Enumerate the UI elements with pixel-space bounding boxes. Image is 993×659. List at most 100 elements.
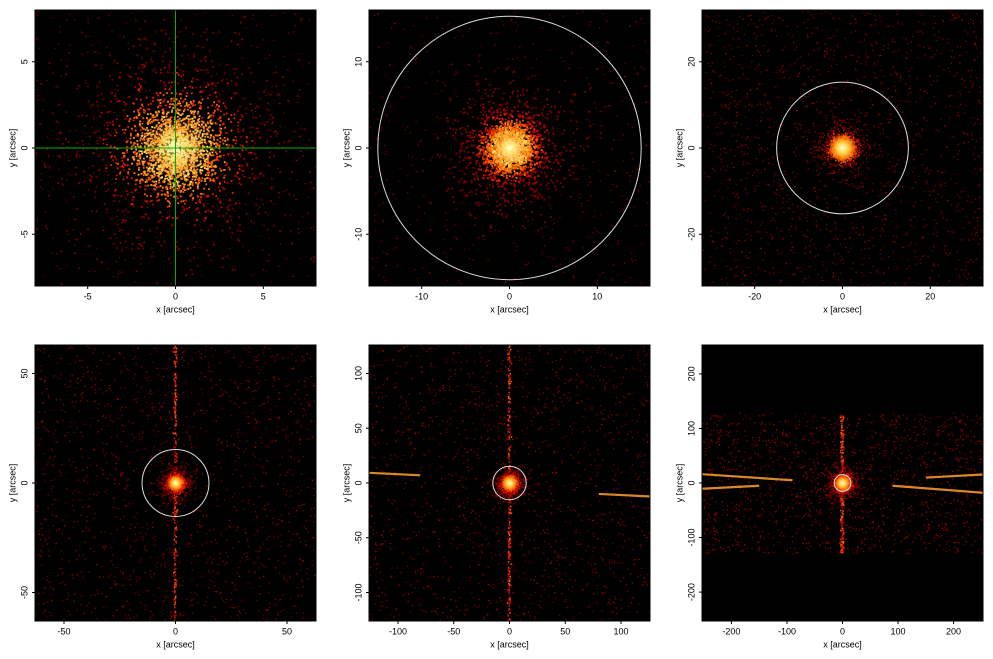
pixel: [111, 120, 114, 123]
pixel: [127, 171, 130, 174]
pixel: [143, 241, 146, 244]
pixel: [301, 215, 304, 218]
pixel: [468, 64, 470, 66]
pixel: [176, 35, 179, 38]
pixel: [531, 154, 534, 157]
pixel: [298, 157, 300, 160]
pixel: [392, 193, 394, 195]
pixel: [223, 157, 225, 159]
pixel: [515, 123, 518, 126]
pixel: [141, 87, 143, 90]
pixel: [478, 237, 480, 239]
pixel: [131, 203, 134, 206]
pixel: [219, 189, 221, 192]
pixel: [460, 178, 463, 181]
pixel: [134, 189, 136, 192]
pixel: [522, 207, 525, 210]
pixel: [273, 186, 275, 188]
pixel: [210, 164, 213, 167]
pixel: [168, 37, 171, 40]
pixel: [207, 106, 209, 109]
pixel: [378, 274, 380, 276]
pixel: [46, 227, 49, 230]
pixel: [194, 231, 196, 233]
pixel: [139, 139, 142, 142]
pixel: [198, 181, 201, 184]
pixel: [553, 145, 555, 148]
pixel: [583, 150, 585, 152]
pixel: [147, 217, 150, 220]
pixel: [202, 121, 205, 123]
pixel: [106, 121, 109, 124]
pixel: [191, 175, 194, 178]
pixel: [200, 102, 202, 104]
pixel: [175, 71, 178, 74]
pixel: [372, 267, 374, 270]
pixel: [196, 174, 198, 176]
pixel: [617, 274, 619, 276]
pixel: [261, 182, 263, 184]
pixel: [210, 160, 213, 163]
pixel: [158, 185, 161, 188]
pixel: [223, 72, 226, 75]
pixel: [135, 155, 138, 158]
pixel: [283, 112, 285, 114]
pixel: [136, 159, 139, 162]
pixel: [139, 28, 141, 30]
pixel: [513, 106, 516, 109]
pixel: [135, 188, 137, 191]
pixel: [207, 122, 209, 125]
pixel: [205, 158, 208, 160]
pixel: [477, 204, 480, 207]
pixel: [145, 39, 148, 41]
pixel: [256, 157, 259, 159]
pixel: [648, 181, 650, 183]
pixel: [237, 237, 240, 240]
pixel: [277, 93, 280, 96]
pixel: [125, 199, 127, 201]
pixel: [95, 130, 97, 133]
pixel: [204, 178, 206, 180]
pixel: [139, 263, 141, 265]
pixel: [115, 178, 117, 180]
pixel: [144, 170, 146, 173]
pixel: [485, 170, 487, 173]
pixel: [562, 146, 565, 148]
pixel: [294, 13, 297, 15]
pixel: [197, 110, 200, 113]
pixel: [503, 122, 506, 125]
pixel: [73, 252, 76, 254]
pixel: [621, 195, 624, 198]
pixel: [238, 182, 240, 185]
pixel: [130, 177, 133, 180]
pixel: [643, 22, 646, 25]
pixel: [552, 131, 555, 134]
pixel: [225, 143, 228, 146]
pixel: [563, 177, 566, 179]
pixel: [314, 166, 316, 168]
pixel: [115, 162, 118, 164]
pixel: [508, 113, 511, 116]
pixel: [214, 164, 217, 167]
pixel: [102, 226, 104, 228]
pixel: [123, 131, 126, 134]
pixel: [378, 204, 381, 207]
pixel: [215, 195, 218, 197]
pixel: [48, 166, 51, 169]
pixel: [554, 107, 557, 109]
pixel: [448, 172, 451, 175]
y-tick-label: 0: [19, 145, 29, 150]
pixel: [538, 144, 541, 146]
pixel: [466, 139, 468, 142]
pixel: [528, 181, 531, 184]
pixel: [501, 162, 504, 165]
pixel: [215, 134, 218, 137]
pixel: [527, 175, 529, 177]
pixel: [185, 199, 188, 202]
pixel: [178, 247, 181, 250]
pixel: [499, 170, 501, 172]
pixel: [208, 130, 210, 133]
pixel: [497, 159, 500, 161]
pixel: [288, 193, 291, 195]
pixel: [176, 182, 179, 184]
